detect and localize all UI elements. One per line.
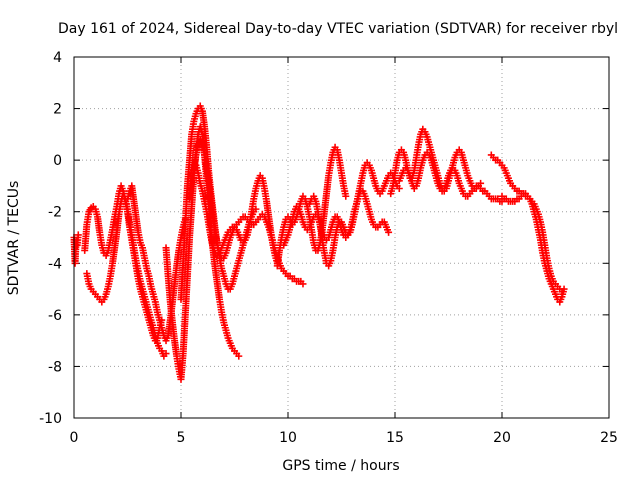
series-arc-15 [498, 190, 568, 306]
data-points [70, 102, 568, 383]
data-point [162, 350, 170, 358]
x-tick-label: 10 [279, 430, 297, 446]
y-tick-label: -10 [39, 411, 62, 427]
series-arc-11 [305, 159, 403, 270]
series-arc-9 [273, 143, 350, 270]
x-tick-label: 20 [493, 430, 511, 446]
x-tick-label: 25 [600, 430, 618, 446]
y-tick-label: -4 [48, 256, 62, 272]
y-tick-label: 4 [53, 50, 62, 66]
data-point [235, 352, 243, 360]
series-arc-8 [190, 161, 281, 267]
x-axis-label: GPS time / hours [282, 458, 399, 474]
data-point [299, 280, 307, 288]
plot-frame [73, 56, 610, 419]
series-arc-1 [70, 231, 82, 267]
series-arc-14 [487, 151, 566, 296]
y-tick-label: -8 [48, 359, 62, 375]
y-tick-label: -2 [48, 205, 62, 221]
y-tick-label: 2 [53, 102, 62, 118]
y-tick-label: -6 [48, 308, 62, 324]
x-tick-label: 15 [386, 430, 404, 446]
x-tick-label: 0 [70, 430, 79, 446]
x-tick-label: 5 [177, 430, 186, 446]
data-point [74, 231, 82, 239]
series-arc-3 [83, 190, 170, 360]
chart-title: Day 161 of 2024, Sidereal Day-to-day VTE… [58, 21, 618, 37]
y-axis-label: SDTVAR / TECUs [6, 181, 22, 296]
data-point [385, 228, 393, 236]
data-point [395, 185, 403, 193]
series-arc-13 [395, 148, 506, 205]
series-arc-4 [124, 182, 189, 345]
grid [74, 57, 609, 418]
axis-ticks: 0 5 10 15 20 25 -10 -8 -6 -4 -2 0 2 4 [39, 50, 618, 446]
data-point [342, 192, 350, 200]
y-tick-label: 0 [53, 153, 62, 169]
data-point [560, 285, 568, 293]
